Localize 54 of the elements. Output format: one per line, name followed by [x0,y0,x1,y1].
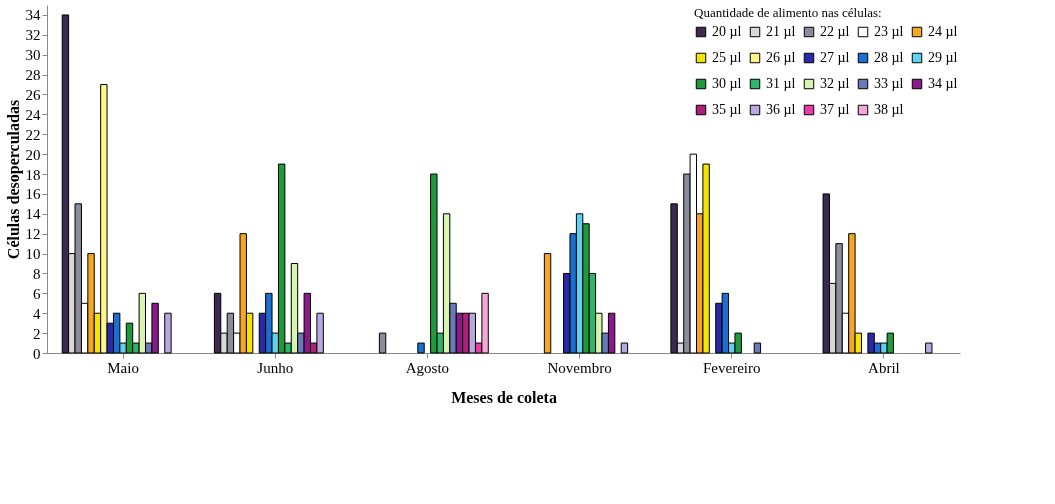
y-tick-label: 10 [25,246,41,263]
y-tick-label: 4 [33,305,41,322]
bar [61,14,70,354]
x-tick-label: Fevereiro [703,359,761,376]
y-tick-label: 2 [33,325,41,342]
y-tick-label: 12 [25,226,41,243]
legend-label: 32 µl [820,76,850,91]
y-tick-label: 20 [25,146,41,163]
legend-label: 35 µl [712,102,742,117]
legend-label: 27 µl [820,50,850,65]
y-tick-label: 8 [33,265,41,282]
legend-label: 29 µl [928,50,958,65]
legend-label: 25 µl [712,50,742,65]
bar [753,342,762,354]
legend-label: 38 µl [874,102,904,117]
legend-label: 31 µl [766,76,796,91]
y-tick-label: 34 [25,7,41,24]
legend-label: 24 µl [928,24,958,39]
legend-label: 37 µl [820,102,850,117]
bar [925,342,933,354]
legend-label: 21 µl [766,24,796,39]
bar [620,342,629,354]
x-tick-label: Abril [868,359,900,376]
legend-label: 36 µl [766,102,796,117]
legend-label: 23 µl [874,24,904,39]
legend-label: 34 µl [928,76,958,91]
x-tick-label: Agosto [405,359,450,376]
y-axis-title: Células desoperculadas [4,99,23,260]
y-tick-label: 6 [33,285,41,302]
y-tick-label: 18 [25,166,41,183]
y-tick-label: 32 [25,27,41,44]
y-tick-label: 14 [25,206,41,223]
y-tick-label: 30 [25,47,41,64]
y-tick-label: 0 [33,345,41,362]
y-tick-label: 28 [25,67,41,84]
legend-label: 30 µl [712,76,742,91]
x-tick-label: Junho [257,359,294,376]
y-tick-label: 26 [25,86,41,103]
y-tick-label: 22 [25,126,41,143]
legend-title: Quantidade de alimento nas células: [694,5,882,20]
legend-label: 33 µl [874,76,904,91]
legend-label: 22 µl [820,24,850,39]
legend-label: 28 µl [874,50,904,65]
x-tick-label: Novembro [547,359,612,376]
bar [543,253,552,354]
y-tick-label: 24 [25,106,41,123]
x-axis-title: Meses de coleta [451,388,557,406]
legend-label: 26 µl [766,50,796,65]
bar [417,342,425,354]
x-tick-label: Maio [107,359,139,376]
bar [164,312,172,354]
bar [378,332,387,354]
legend-label: 20 µl [712,24,742,39]
y-tick-label: 16 [25,186,41,203]
